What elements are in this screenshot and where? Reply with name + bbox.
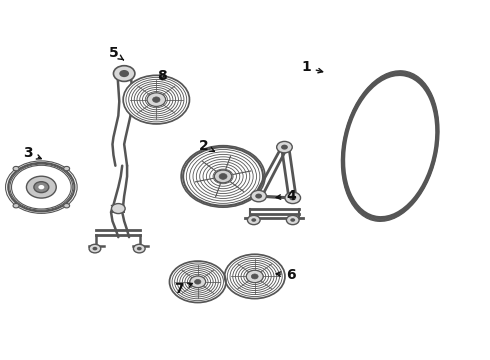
Circle shape (251, 218, 256, 222)
Circle shape (219, 174, 227, 179)
Text: 5: 5 (109, 46, 123, 60)
Circle shape (290, 218, 295, 222)
Text: 8: 8 (157, 69, 167, 84)
Circle shape (287, 215, 299, 225)
Circle shape (123, 75, 190, 124)
Circle shape (195, 279, 201, 284)
Text: 4: 4 (276, 189, 296, 203)
Circle shape (119, 70, 129, 77)
Circle shape (38, 185, 44, 189)
Circle shape (251, 190, 267, 202)
Circle shape (251, 274, 258, 279)
Circle shape (285, 192, 300, 203)
Text: 1: 1 (301, 60, 322, 75)
Circle shape (64, 203, 70, 208)
Circle shape (114, 66, 135, 81)
Circle shape (64, 166, 70, 171)
Circle shape (170, 261, 226, 302)
Circle shape (147, 93, 166, 107)
Circle shape (112, 203, 125, 213)
Circle shape (247, 215, 260, 225)
Circle shape (281, 145, 288, 150)
Circle shape (246, 270, 263, 283)
Circle shape (89, 244, 101, 253)
Circle shape (133, 244, 145, 253)
Circle shape (255, 194, 262, 199)
Circle shape (13, 203, 19, 208)
Text: 6: 6 (276, 268, 296, 282)
Text: 2: 2 (199, 139, 215, 153)
Circle shape (180, 145, 266, 208)
Circle shape (26, 176, 56, 198)
Circle shape (13, 166, 19, 171)
Ellipse shape (345, 77, 435, 215)
Circle shape (93, 247, 98, 250)
Circle shape (152, 97, 160, 102)
Circle shape (190, 276, 206, 288)
Text: 7: 7 (174, 282, 192, 296)
Circle shape (224, 254, 285, 298)
Circle shape (5, 161, 78, 214)
Circle shape (214, 170, 232, 183)
Circle shape (34, 182, 49, 193)
Circle shape (289, 195, 296, 201)
Text: 3: 3 (24, 146, 41, 160)
Circle shape (137, 247, 142, 250)
Circle shape (277, 141, 292, 153)
